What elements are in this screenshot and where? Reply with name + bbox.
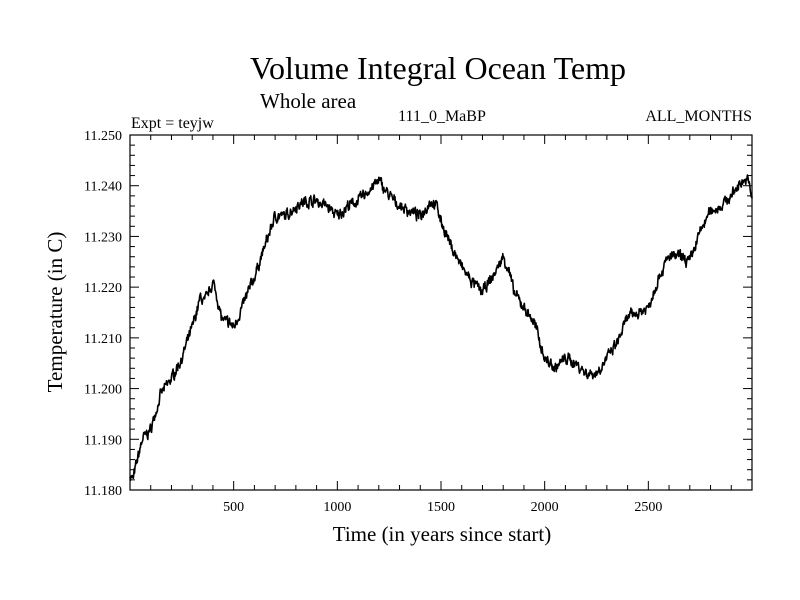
y-tick-label: 11.250 [84, 129, 122, 144]
x-tick-label: 1500 [427, 500, 455, 515]
chart-subtitle: Whole area [260, 89, 357, 113]
experiment-label: Expt = teyjw [131, 115, 214, 132]
y-tick-label: 11.230 [84, 230, 122, 245]
x-tick-label: 2000 [531, 500, 559, 515]
x-tick-label: 1000 [323, 500, 351, 515]
series-line [129, 174, 753, 482]
x-tick-labels: 500 1000 1500 2000 2500 [223, 500, 662, 515]
chart-title: Volume Integral Ocean Temp [250, 50, 626, 86]
x-tick-label: 2500 [634, 500, 662, 515]
y-tick-label: 11.220 [84, 281, 122, 296]
y-axis-label: Temperature (in C) [43, 232, 67, 393]
y-tick-label: 11.210 [84, 332, 122, 347]
plot-frame [129, 134, 753, 491]
months-label: ALL_MONTHS [645, 108, 752, 125]
y-tick-label: 11.200 [84, 383, 122, 398]
y-tick-labels: 11.180 11.190 11.200 11.210 11.220 11.230 11.2… [84, 129, 122, 499]
x-axis-label: Time (in years since start) [333, 522, 552, 546]
period-label: 111_0_MaBP [398, 108, 486, 125]
y-tick-label: 11.180 [84, 484, 122, 499]
y-tick-label: 11.190 [84, 433, 122, 448]
y-tick-label: 11.240 [84, 180, 122, 195]
x-tick-label: 500 [223, 500, 244, 515]
axis-ticks [130, 135, 752, 490]
